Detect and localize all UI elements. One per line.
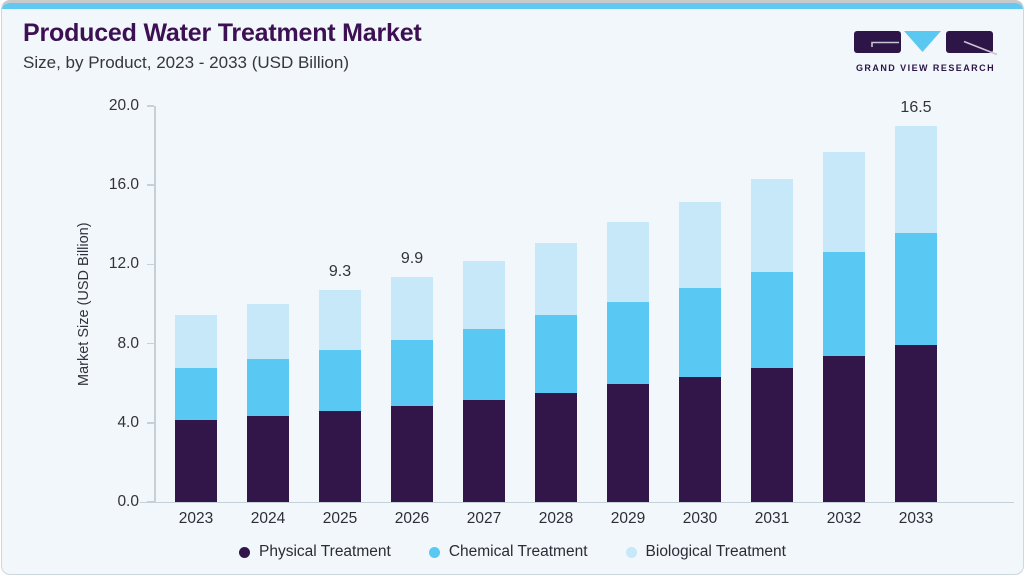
y-tick-label: 16.0 xyxy=(108,176,139,194)
x-axis-label-2030: 2030 xyxy=(682,510,718,527)
bar-segment-chemical-treatment xyxy=(463,329,505,400)
bar-segment-physical-treatment xyxy=(175,420,217,502)
bar-2028 xyxy=(535,242,577,502)
bar-segment-biological-treatment xyxy=(679,201,721,289)
bar-segment-chemical-treatment xyxy=(247,358,289,416)
y-tick-mark xyxy=(147,263,154,266)
gvr-logo-wordmark: GRAND VIEW RESEARCH xyxy=(855,63,996,73)
bar-2032 xyxy=(823,151,865,502)
bar-2025 xyxy=(319,290,361,502)
bar-2027 xyxy=(463,260,505,502)
x-axis-label-2023: 2023 xyxy=(178,510,214,527)
y-tick-label: 0.0 xyxy=(117,493,139,510)
x-axis-label-2029: 2029 xyxy=(610,510,646,527)
bar-segment-chemical-treatment xyxy=(175,367,217,421)
grand-view-research-logo: GRAND VIEW RESEARCH xyxy=(853,29,998,73)
page-subtitle: Size, by Product, 2023 - 2033 (USD Billi… xyxy=(23,53,349,72)
bar-segment-physical-treatment xyxy=(535,392,577,502)
bar-segment-biological-treatment xyxy=(247,304,289,359)
y-tick-label: 20.0 xyxy=(108,97,139,114)
x-axis-label-2027: 2027 xyxy=(466,510,502,527)
legend-label: Physical Treatment xyxy=(259,543,391,560)
y-tick-mark xyxy=(147,105,154,107)
bar-segment-physical-treatment xyxy=(751,367,793,502)
x-axis-label-2028: 2028 xyxy=(538,510,574,527)
bar-segment-chemical-treatment xyxy=(391,340,433,407)
bar-segment-biological-treatment xyxy=(319,290,361,350)
bar-2026 xyxy=(391,276,433,502)
bar-segment-biological-treatment xyxy=(607,222,649,302)
legend-label: Biological Treatment xyxy=(645,543,786,560)
bar-segment-chemical-treatment xyxy=(823,251,865,357)
x-axis-label-2026: 2026 xyxy=(394,510,430,527)
y-axis-title: Market Size (USD Billion) xyxy=(76,222,92,386)
bar-segment-biological-treatment xyxy=(175,315,217,368)
bar-2023 xyxy=(175,315,217,502)
plot-area: Market Size (USD Billion) 20.0 16.0 12.0 8.… xyxy=(76,97,1014,527)
legend-dot-icon xyxy=(239,546,251,558)
gvr-logo-icon xyxy=(854,31,998,56)
y-tick-mark xyxy=(147,184,154,186)
y-tick-mark xyxy=(147,342,154,345)
bar-segment-biological-treatment xyxy=(535,242,577,316)
y-tick-mark xyxy=(147,422,154,424)
y-tick-label: 4.0 xyxy=(117,413,139,431)
x-axis-label-2025: 2025 xyxy=(322,510,358,527)
chart-legend: Physical Treatment Chemical Treatment Biol… xyxy=(2,543,1023,561)
x-axis-line xyxy=(140,501,1014,503)
bar-segment-physical-treatment xyxy=(679,376,721,502)
bar-2030 xyxy=(679,201,721,502)
bar-segment-chemical-treatment xyxy=(679,288,721,377)
bar-segment-biological-treatment xyxy=(823,151,865,252)
bar-segment-physical-treatment xyxy=(895,344,937,502)
top-accent-bar xyxy=(2,3,1023,9)
legend-dot-icon xyxy=(625,546,637,558)
bar-segment-biological-treatment xyxy=(391,276,433,341)
bar-total-label-2026: 9.9 xyxy=(400,249,424,267)
page-title: Produced Water Treatment Market xyxy=(23,19,422,47)
bar-segment-chemical-treatment xyxy=(895,233,937,345)
legend-dot-icon xyxy=(428,546,440,558)
x-axis-label-2032: 2032 xyxy=(826,510,862,527)
bar-segment-chemical-treatment xyxy=(319,349,361,411)
legend-item-chemical-treatment: Chemical Treatment xyxy=(428,543,588,561)
bar-segment-physical-treatment xyxy=(391,406,433,502)
bar-segment-physical-treatment xyxy=(823,356,865,502)
bar-segment-physical-treatment xyxy=(463,399,505,502)
bar-segment-chemical-treatment xyxy=(751,272,793,368)
bar-segment-physical-treatment xyxy=(607,383,649,502)
y-tick-mark xyxy=(147,501,154,503)
x-axis-label-2033: 2033 xyxy=(898,510,934,527)
bar-segment-chemical-treatment xyxy=(535,315,577,393)
bar-2031 xyxy=(751,178,793,502)
legend-label: Chemical Treatment xyxy=(448,543,588,560)
y-tick-label: 8.0 xyxy=(117,334,139,352)
bar-segment-chemical-treatment xyxy=(607,301,649,384)
bar-segment-biological-treatment xyxy=(895,126,937,234)
chart-header: Produced Water Treatment Market Size, by… xyxy=(23,19,422,73)
bar-2029 xyxy=(607,222,649,502)
legend-item-physical-treatment: Physical Treatment xyxy=(239,543,391,561)
y-tick-label: 12.0 xyxy=(108,255,139,273)
x-axis-label-2024: 2024 xyxy=(250,510,286,527)
bar-segment-physical-treatment xyxy=(247,415,289,502)
y-axis-line xyxy=(154,106,156,502)
x-axis-label-2031: 2031 xyxy=(754,510,790,527)
bar-total-label-2025: 9.3 xyxy=(328,263,352,281)
bar-segment-biological-treatment xyxy=(751,178,793,273)
bar-2033 xyxy=(895,126,937,502)
bar-segment-biological-treatment xyxy=(463,260,505,330)
legend-item-biological-treatment: Biological Treatment xyxy=(625,543,786,561)
bar-segment-physical-treatment xyxy=(319,410,361,502)
bar-total-label-2033: 16.5 xyxy=(900,99,932,117)
bar-2024 xyxy=(247,304,289,502)
